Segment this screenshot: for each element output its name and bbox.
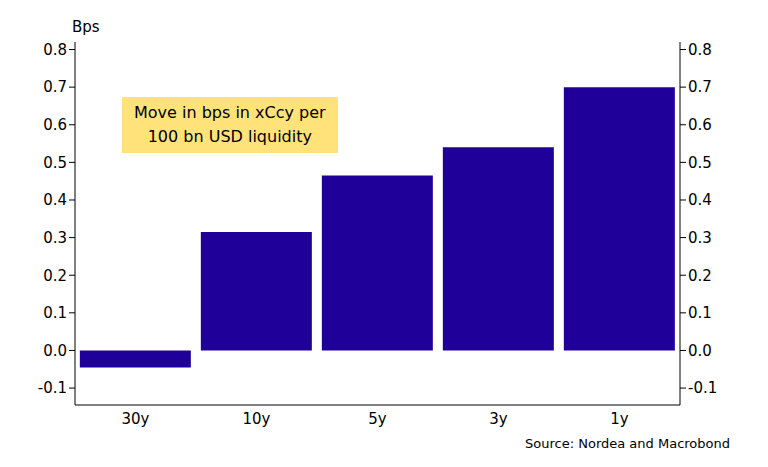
svg-text:5y: 5y bbox=[368, 410, 387, 428]
svg-text:10y: 10y bbox=[243, 410, 271, 428]
svg-text:0.0: 0.0 bbox=[43, 342, 67, 360]
svg-text:0.7: 0.7 bbox=[688, 78, 712, 96]
svg-text:0.4: 0.4 bbox=[43, 191, 67, 209]
svg-text:0.8: 0.8 bbox=[43, 41, 67, 59]
svg-text:-0.1: -0.1 bbox=[688, 379, 717, 397]
svg-text:0.5: 0.5 bbox=[688, 154, 712, 172]
svg-text:0.2: 0.2 bbox=[43, 267, 67, 285]
svg-text:0.4: 0.4 bbox=[688, 191, 712, 209]
svg-text:-0.1: -0.1 bbox=[38, 379, 67, 397]
html-text:100 bn USD liquidity: 100 bn USD liquidity bbox=[147, 127, 312, 146]
svg-text:30y: 30y bbox=[122, 410, 150, 428]
svg-text:0.5: 0.5 bbox=[43, 154, 67, 172]
svg-text:3y: 3y bbox=[489, 410, 508, 428]
svg-text:0.0: 0.0 bbox=[688, 342, 712, 360]
svg-text:0.3: 0.3 bbox=[43, 229, 67, 247]
svg-text:1y: 1y bbox=[610, 410, 629, 428]
svg-text:0.1: 0.1 bbox=[43, 304, 67, 322]
svg-text:0.3: 0.3 bbox=[688, 229, 712, 247]
svg-text:0.8: 0.8 bbox=[688, 41, 712, 59]
svg-text:0.6: 0.6 bbox=[43, 116, 67, 134]
svg-text:0.7: 0.7 bbox=[43, 78, 67, 96]
html-text:Move in bps in xCcy per: Move in bps in xCcy per bbox=[134, 103, 326, 122]
svg-text:0.1: 0.1 bbox=[688, 304, 712, 322]
html-text:Bps: Bps bbox=[72, 18, 100, 36]
html-text:Source: Nordea and Macrobond: Source: Nordea and Macrobond bbox=[525, 436, 730, 451]
svg-text:0.6: 0.6 bbox=[688, 116, 712, 134]
svg-text:0.2: 0.2 bbox=[688, 267, 712, 285]
